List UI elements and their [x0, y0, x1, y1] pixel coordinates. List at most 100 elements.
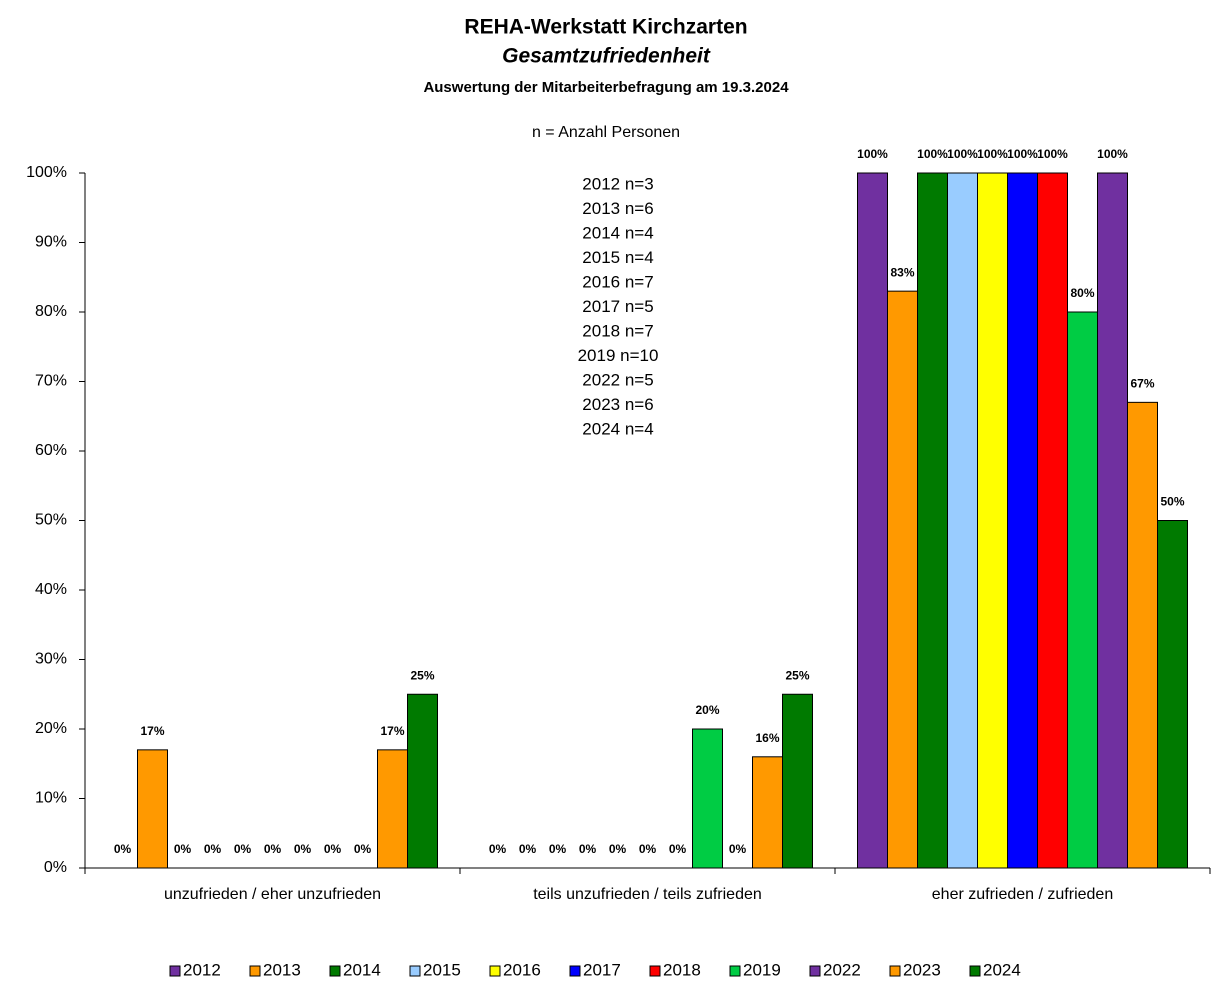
value-label: 20% — [695, 703, 719, 717]
value-label: 0% — [264, 842, 282, 856]
n-note: 2022 n=5 — [582, 370, 653, 389]
bar — [782, 693, 813, 869]
value-label: 100% — [977, 147, 1008, 161]
y-tick-label: 60% — [35, 442, 67, 459]
legend-label: 2012 — [183, 960, 221, 979]
legend-swatch — [889, 965, 901, 977]
value-label: 0% — [579, 842, 597, 856]
n-note: 2018 n=7 — [582, 321, 653, 340]
legend-label: 2014 — [343, 960, 381, 979]
value-label: 67% — [1130, 377, 1154, 391]
value-label: 50% — [1160, 495, 1184, 509]
n-note: 2023 n=6 — [582, 395, 653, 414]
value-label: 0% — [639, 842, 657, 856]
y-tick-label: 50% — [35, 512, 67, 529]
legend-swatch — [809, 965, 821, 977]
legend-swatch — [649, 965, 661, 977]
n-note: 2024 n=4 — [582, 419, 653, 438]
value-label: 17% — [380, 724, 404, 738]
chart-caption: Auswertung der Mitarbeiterbefragung am 1… — [423, 79, 789, 96]
bar — [1097, 172, 1128, 869]
legend-label: 2013 — [263, 960, 301, 979]
value-label: 16% — [755, 731, 779, 745]
value-label: 0% — [549, 842, 567, 856]
bar — [1037, 172, 1068, 869]
bar — [752, 756, 783, 869]
annotation: n = Anzahl Personen — [532, 124, 680, 141]
n-note: 2014 n=4 — [582, 223, 653, 242]
legend-swatch — [169, 965, 181, 977]
bar — [857, 172, 888, 869]
value-label: 0% — [324, 842, 342, 856]
n-note: 2017 n=5 — [582, 297, 653, 316]
n-note: 2012 n=3 — [582, 174, 653, 193]
legend-swatch — [409, 965, 421, 977]
n-note: 2019 n=10 — [578, 346, 659, 365]
y-tick-label: 90% — [35, 234, 67, 251]
value-label: 100% — [1007, 147, 1038, 161]
x-tick-label: unzufrieden / eher unzufrieden — [164, 886, 381, 903]
value-label: 100% — [947, 147, 978, 161]
value-label: 17% — [140, 724, 164, 738]
x-tick-label: eher zufrieden / zufrieden — [932, 886, 1113, 903]
bar — [407, 693, 438, 869]
value-label: 0% — [294, 842, 312, 856]
value-label: 100% — [857, 147, 888, 161]
value-label: 0% — [234, 842, 252, 856]
value-label: 0% — [174, 842, 192, 856]
legend-label: 2018 — [663, 960, 701, 979]
y-tick-label: 100% — [26, 164, 67, 181]
value-label: 0% — [489, 842, 507, 856]
bar — [1007, 172, 1038, 869]
chart-subtitle: Gesamtzufriedenheit — [502, 45, 711, 68]
legend-swatch — [489, 965, 501, 977]
y-tick-label: 80% — [35, 303, 67, 320]
legend-label: 2023 — [903, 960, 941, 979]
bar — [917, 172, 948, 869]
bar — [137, 749, 168, 869]
value-label: 0% — [669, 842, 687, 856]
bar — [947, 172, 978, 869]
n-note: 2015 n=4 — [582, 248, 653, 267]
value-label: 0% — [729, 842, 747, 856]
y-tick-label: 20% — [35, 720, 67, 737]
legend-swatch — [329, 965, 341, 977]
chart-title: REHA-Werkstatt Kirchzarten — [464, 16, 747, 39]
value-label: 100% — [1037, 147, 1068, 161]
value-label: 25% — [785, 668, 809, 682]
legend-label: 2017 — [583, 960, 621, 979]
y-tick-label: 40% — [35, 581, 67, 598]
bar — [1127, 401, 1158, 869]
y-tick-label: 70% — [35, 373, 67, 390]
bar — [377, 749, 408, 869]
legend-label: 2016 — [503, 960, 541, 979]
legend-label: 2022 — [823, 960, 861, 979]
legend-swatch — [969, 965, 981, 977]
y-tick-label: 30% — [35, 651, 67, 668]
bar — [692, 728, 723, 869]
y-tick-label: 0% — [44, 859, 67, 876]
bar — [1157, 520, 1188, 869]
value-label: 25% — [410, 668, 434, 682]
value-label: 100% — [1097, 147, 1128, 161]
value-label: 80% — [1070, 286, 1094, 300]
n-note: 2016 n=7 — [582, 272, 653, 291]
legend-swatch — [569, 965, 581, 977]
value-label: 0% — [204, 842, 222, 856]
bar — [887, 290, 918, 869]
y-tick-label: 10% — [35, 790, 67, 807]
legend-swatch — [249, 965, 261, 977]
value-label: 83% — [890, 265, 914, 279]
value-label: 0% — [609, 842, 627, 856]
legend-label: 2015 — [423, 960, 461, 979]
value-label: 100% — [917, 147, 948, 161]
legend-label: 2019 — [743, 960, 781, 979]
bar — [977, 172, 1008, 869]
bar — [1067, 311, 1098, 869]
legend-swatch — [729, 965, 741, 977]
n-note: 2013 n=6 — [582, 199, 653, 218]
x-tick-label: teils unzufrieden / teils zufrieden — [533, 886, 762, 903]
value-label: 0% — [519, 842, 537, 856]
legend-label: 2024 — [983, 960, 1021, 979]
